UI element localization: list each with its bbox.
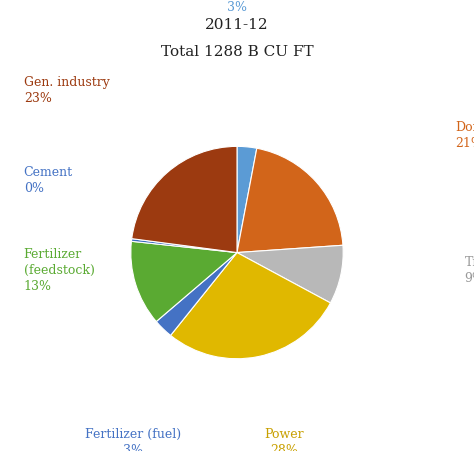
Text: Domestic
21%: Domestic 21% [455, 121, 474, 150]
Text: 2011-12: 2011-12 [205, 18, 269, 32]
Text: Cement
0%: Cement 0% [24, 166, 73, 195]
Wedge shape [131, 241, 237, 322]
Wedge shape [237, 148, 343, 253]
Wedge shape [171, 253, 330, 359]
Text: Transport
9%: Transport 9% [465, 256, 474, 285]
Wedge shape [237, 245, 343, 303]
Text: Gen. industry
23%: Gen. industry 23% [24, 76, 109, 105]
Wedge shape [156, 253, 237, 336]
Text: Power
28%: Power 28% [264, 428, 304, 451]
Text: Total 1288 B CU FT: Total 1288 B CU FT [161, 45, 313, 59]
Text: Fertilizer (fuel)
3%: Fertilizer (fuel) 3% [85, 428, 181, 451]
Text: Fertilizer
(feedstock)
13%: Fertilizer (feedstock) 13% [24, 248, 95, 293]
Text: Commercial
3%: Commercial 3% [199, 0, 275, 14]
Wedge shape [131, 239, 237, 253]
Wedge shape [237, 147, 257, 253]
Wedge shape [132, 147, 237, 253]
